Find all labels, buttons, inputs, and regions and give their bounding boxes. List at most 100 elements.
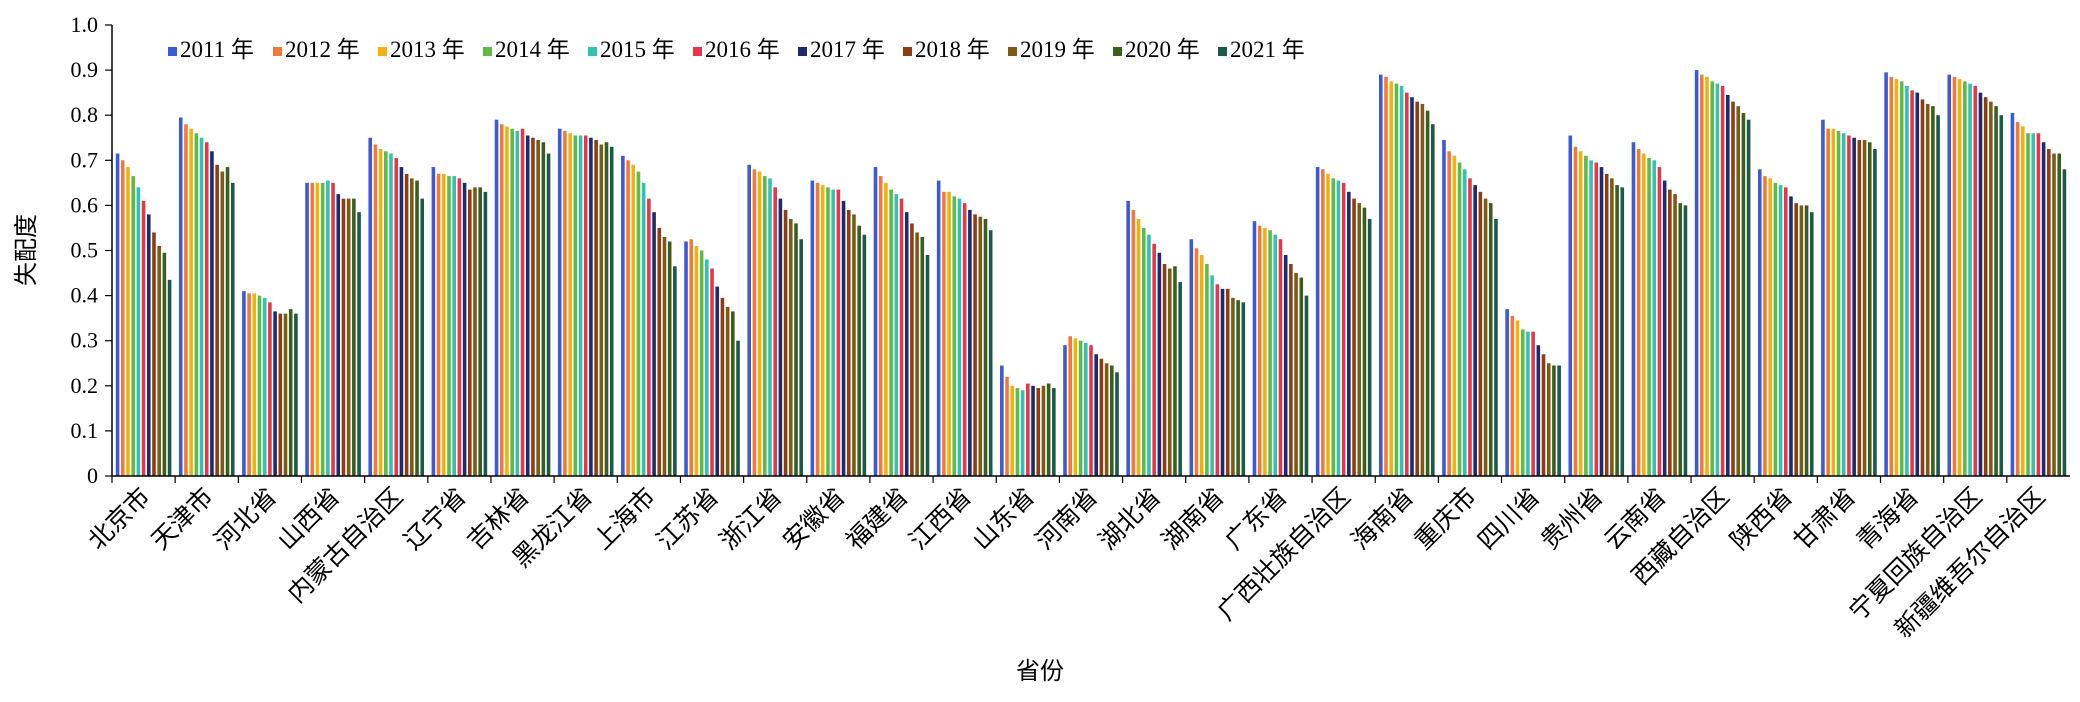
x-tick-label: 贵州省 bbox=[1536, 482, 1609, 555]
bar bbox=[820, 185, 825, 477]
bar bbox=[1546, 363, 1551, 476]
bar bbox=[546, 153, 551, 476]
bar bbox=[794, 223, 798, 476]
bar bbox=[510, 128, 514, 477]
bar bbox=[2057, 153, 2062, 476]
bar bbox=[1931, 106, 1935, 477]
bar bbox=[1673, 194, 1677, 476]
bar bbox=[1642, 153, 1646, 476]
bar bbox=[662, 236, 667, 476]
legend-label: 2012 年 bbox=[285, 37, 360, 62]
bar bbox=[1862, 140, 1867, 476]
bar bbox=[925, 255, 930, 476]
bar bbox=[1078, 340, 1083, 476]
bar bbox=[636, 171, 641, 476]
bar bbox=[647, 198, 651, 476]
bar bbox=[1526, 331, 1530, 476]
bar bbox=[346, 198, 351, 476]
bar bbox=[2026, 133, 2030, 477]
bar bbox=[731, 311, 735, 476]
bar bbox=[578, 135, 583, 476]
bar bbox=[1173, 266, 1177, 476]
bar bbox=[131, 176, 135, 476]
bar bbox=[1447, 151, 1451, 476]
bar bbox=[1336, 180, 1341, 476]
bar bbox=[1367, 218, 1372, 476]
bar bbox=[1252, 221, 1257, 476]
y-tick-label: 0.6 bbox=[71, 192, 99, 217]
bar bbox=[515, 130, 520, 477]
bar bbox=[452, 176, 456, 476]
bar bbox=[1826, 128, 1830, 477]
bar bbox=[852, 214, 856, 477]
bar bbox=[1809, 212, 1814, 477]
bar bbox=[1241, 302, 1246, 476]
bar bbox=[1220, 288, 1225, 476]
bar bbox=[1578, 151, 1583, 476]
bar bbox=[962, 203, 967, 476]
bar bbox=[146, 214, 151, 477]
bar bbox=[831, 189, 835, 477]
bar bbox=[1410, 97, 1414, 476]
y-tick-label: 0.3 bbox=[71, 328, 99, 353]
x-ticks: 北京市天津市河北省山西省内蒙古自治区辽宁省吉林省黑龙江省上海市江苏省浙江省安徽省… bbox=[83, 476, 2051, 644]
x-tick-label: 河北省 bbox=[209, 482, 282, 555]
bar bbox=[257, 295, 262, 476]
bar bbox=[357, 212, 361, 477]
legend-swatch bbox=[1008, 47, 1017, 56]
bar bbox=[1799, 205, 1804, 476]
bar bbox=[715, 286, 720, 476]
x-tick-label: 山东省 bbox=[967, 482, 1040, 555]
bar bbox=[389, 153, 393, 476]
y-tick-label: 0.8 bbox=[71, 102, 99, 127]
legend-label: 2013 年 bbox=[390, 37, 465, 62]
bar bbox=[1894, 79, 1899, 477]
bar bbox=[1836, 130, 1841, 477]
bar bbox=[1357, 203, 1362, 476]
x-tick-label: 四川省 bbox=[1473, 482, 1546, 555]
bar bbox=[1147, 234, 1151, 476]
y-tick-label: 0.2 bbox=[71, 373, 99, 398]
legend-swatch bbox=[1218, 47, 1227, 56]
bar bbox=[1715, 83, 1720, 476]
bar bbox=[947, 191, 951, 476]
bar bbox=[305, 182, 309, 476]
bar bbox=[1515, 320, 1520, 476]
bar bbox=[1273, 234, 1278, 476]
bar bbox=[736, 340, 740, 476]
bar bbox=[1015, 388, 1020, 476]
bar bbox=[1394, 83, 1399, 476]
bar bbox=[2036, 133, 2041, 477]
y-tick-label: 0.4 bbox=[71, 283, 99, 308]
bar bbox=[1452, 155, 1457, 477]
bar bbox=[826, 187, 830, 477]
bar bbox=[2041, 142, 2046, 476]
x-tick-label: 陕西省 bbox=[1725, 482, 1798, 555]
bar bbox=[710, 268, 714, 476]
bar bbox=[373, 144, 378, 476]
legend-swatch bbox=[693, 47, 702, 56]
bar bbox=[757, 171, 762, 476]
legend-swatch bbox=[903, 47, 912, 56]
bar bbox=[210, 151, 214, 476]
bar bbox=[1405, 92, 1409, 477]
bar bbox=[1678, 203, 1683, 476]
bar bbox=[752, 169, 757, 476]
bar bbox=[189, 128, 193, 477]
legend-swatch bbox=[588, 47, 597, 56]
bar bbox=[1668, 189, 1672, 477]
bar bbox=[1347, 191, 1351, 476]
legend-label: 2014 年 bbox=[495, 37, 570, 62]
bar bbox=[942, 191, 946, 476]
x-tick-label: 甘肃省 bbox=[1788, 482, 1861, 555]
bar bbox=[1110, 365, 1114, 476]
bar bbox=[1541, 354, 1546, 476]
bar bbox=[1257, 225, 1262, 476]
bar bbox=[288, 309, 293, 476]
bar bbox=[1236, 300, 1240, 476]
bar bbox=[420, 198, 425, 476]
bar bbox=[1167, 268, 1172, 476]
bar bbox=[341, 198, 346, 476]
bar bbox=[894, 194, 899, 476]
bar bbox=[336, 194, 341, 476]
